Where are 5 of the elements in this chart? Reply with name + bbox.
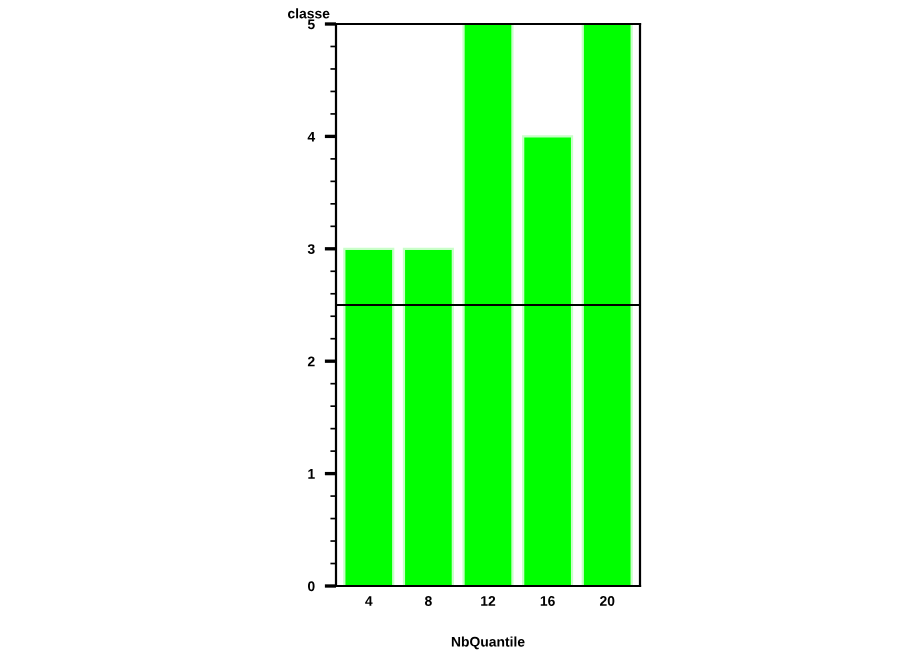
bar: [343, 247, 395, 586]
bar: [522, 135, 574, 586]
bar: [402, 247, 454, 586]
bar: [581, 24, 633, 586]
bar: [462, 24, 514, 586]
